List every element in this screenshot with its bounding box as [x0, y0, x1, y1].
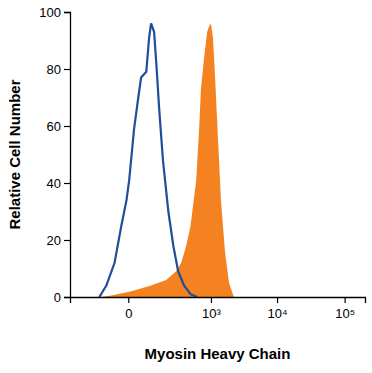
x-tick: 10³ — [202, 297, 221, 321]
y-tick-mark — [64, 12, 70, 13]
y-tick-label: 100 — [39, 5, 61, 20]
y-tick: 40 — [47, 176, 70, 191]
y-tick: 100 — [39, 5, 70, 20]
x-tick-label: 10⁴ — [268, 306, 288, 321]
x-tick-label: 10⁵ — [335, 306, 355, 321]
histogram-area — [101, 23, 234, 297]
y-tick: 80 — [47, 62, 70, 77]
histogram-line — [99, 23, 197, 297]
x-tick-label: 0 — [125, 306, 132, 321]
x-tick-label: 10³ — [202, 306, 221, 321]
y-tick-mark — [64, 297, 70, 298]
x-tick: 10⁵ — [335, 297, 355, 321]
y-tick-label: 20 — [47, 233, 61, 248]
x-axis-line — [71, 298, 366, 304]
y-tick-mark — [64, 126, 70, 127]
x-axis: 0 10³ 10⁴ 10⁵ — [71, 297, 366, 321]
y-axis: 0 20 40 60 80 100 — [39, 5, 70, 305]
y-tick-label: 80 — [47, 62, 61, 77]
x-tick: 0 — [125, 297, 132, 321]
y-tick-mark — [64, 69, 70, 70]
y-tick: 20 — [47, 233, 70, 248]
x-tick-mark — [277, 297, 278, 303]
x-tick: 10⁴ — [268, 297, 288, 321]
x-tick-mark — [345, 297, 346, 303]
x-axis-title: Myosin Heavy Chain — [145, 345, 291, 362]
x-tick-mark — [128, 297, 129, 303]
y-axis-title: Relative Cell Number — [6, 79, 23, 229]
y-axis-line — [64, 13, 71, 298]
plot-area — [99, 23, 233, 297]
chart: 0 10³ 10⁴ 10⁵ 0 20 40 60 80 100 Myosin Heavy Chain… — [0, 0, 372, 373]
x-tick-mark — [211, 297, 212, 303]
y-tick-label: 40 — [47, 176, 61, 191]
y-tick: 0 — [54, 290, 70, 305]
y-tick-mark — [64, 240, 70, 241]
y-tick-label: 60 — [47, 119, 61, 134]
y-tick-mark — [64, 183, 70, 184]
y-tick-label: 0 — [54, 290, 61, 305]
y-tick: 60 — [47, 119, 70, 134]
